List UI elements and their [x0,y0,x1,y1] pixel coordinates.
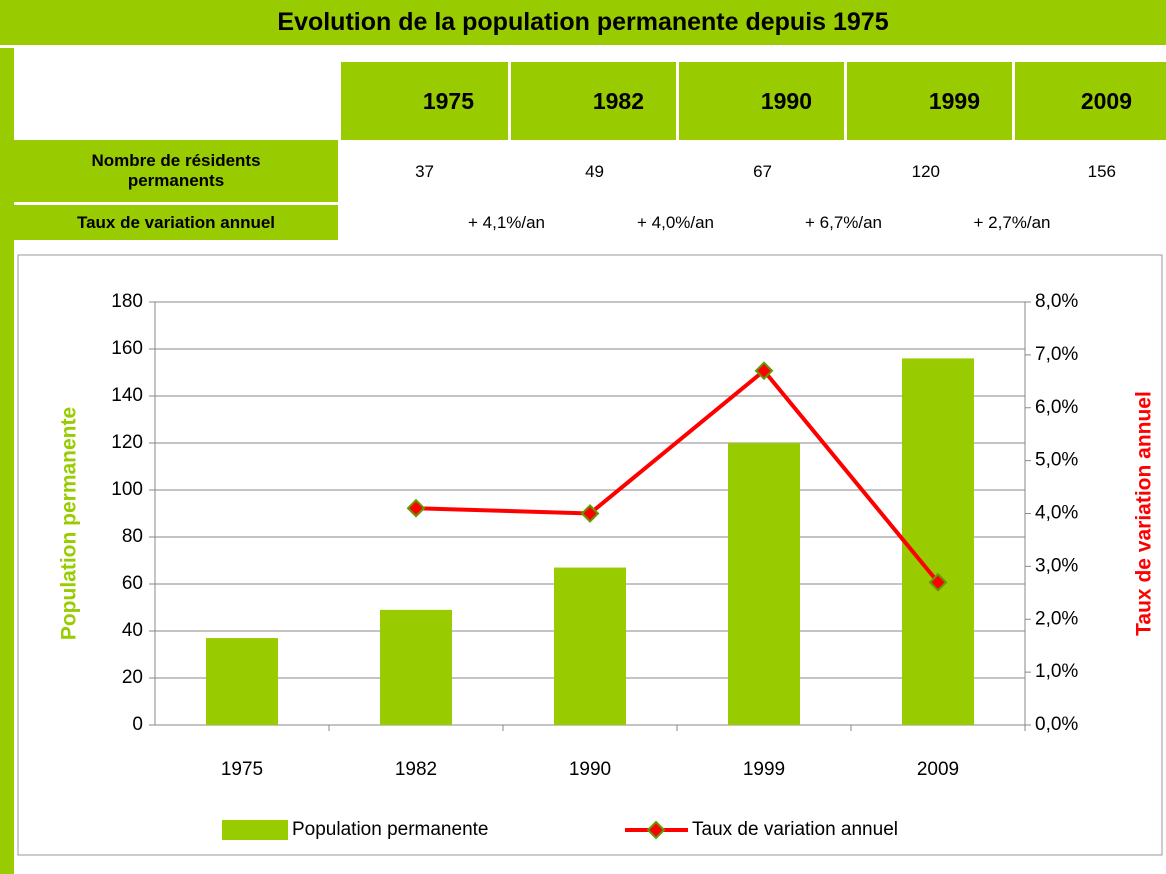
y-tick-label: 160 [111,338,143,359]
header-empty [18,62,338,140]
year-header: 1990 [676,62,846,140]
x-tick-label: 1975 [221,759,263,780]
bar [380,609,452,725]
line-marker [580,504,600,523]
row-value: + 4,1%/an [423,207,590,239]
y2-tick-label: 6,0% [1035,397,1078,418]
row-empty [342,207,420,239]
bar [554,567,626,725]
y2-tick-label: 2,0% [1035,608,1078,629]
bar [728,443,800,725]
row-value: + 4,0%/an [593,207,758,239]
legend-swatch [646,820,666,840]
legend-swatch [222,820,288,840]
year-header: 1982 [508,62,678,140]
bar [902,358,974,725]
y2-axis-title: Taux de variation annuel [1133,391,1156,636]
x-tick-label: 2009 [917,759,959,780]
table-title: Evolution de la population permanente de… [0,0,1166,48]
y-tick-label: 0 [132,714,143,735]
y-tick-label: 80 [122,526,143,547]
bar [206,638,278,725]
y-tick-label: 20 [122,667,143,688]
y2-tick-label: 0,0% [1035,714,1078,735]
year-header: 1999 [844,62,1014,140]
y2-tick-label: 4,0% [1035,503,1078,524]
y2-tick-label: 1,0% [1035,661,1078,682]
y2-tick-label: 7,0% [1035,344,1078,365]
row-value: 120 [847,143,1012,200]
row-value: 49 [511,143,676,200]
legend-label: Population permanente [292,819,488,840]
row-value: + 6,7%/an [761,207,926,239]
row-value: 37 [341,143,506,200]
row-empty [1098,207,1166,239]
row-value: 156 [1015,143,1166,200]
y-tick-label: 180 [111,291,143,312]
line-marker [406,498,426,518]
y-tick-label: 140 [111,385,143,406]
x-tick-label: 1999 [743,759,785,780]
legend-label: Taux de variation annuel [692,819,898,840]
y-tick-label: 60 [122,573,143,594]
line [415,367,940,584]
x-tick-label: 1982 [395,759,437,780]
y-axis-title: Population permanente [58,407,81,640]
line-marker [928,572,948,592]
row-label: Nombre de résidents permanents [14,140,338,202]
y-tick-label: 100 [111,479,143,500]
line-marker [754,361,774,381]
row-value: 67 [679,143,844,200]
year-header: 1975 [338,62,508,140]
x-tick-label: 1990 [569,759,611,780]
y-tick-label: 40 [122,620,143,641]
y2-tick-label: 3,0% [1035,555,1078,576]
y-tick-label: 120 [111,432,143,453]
row-value: + 2,7%/an [929,207,1095,239]
y2-tick-label: 8,0% [1035,291,1078,312]
y2-tick-label: 5,0% [1035,450,1078,471]
row-label: Taux de variation annuel [14,205,338,240]
year-header: 2009 [1012,62,1166,140]
